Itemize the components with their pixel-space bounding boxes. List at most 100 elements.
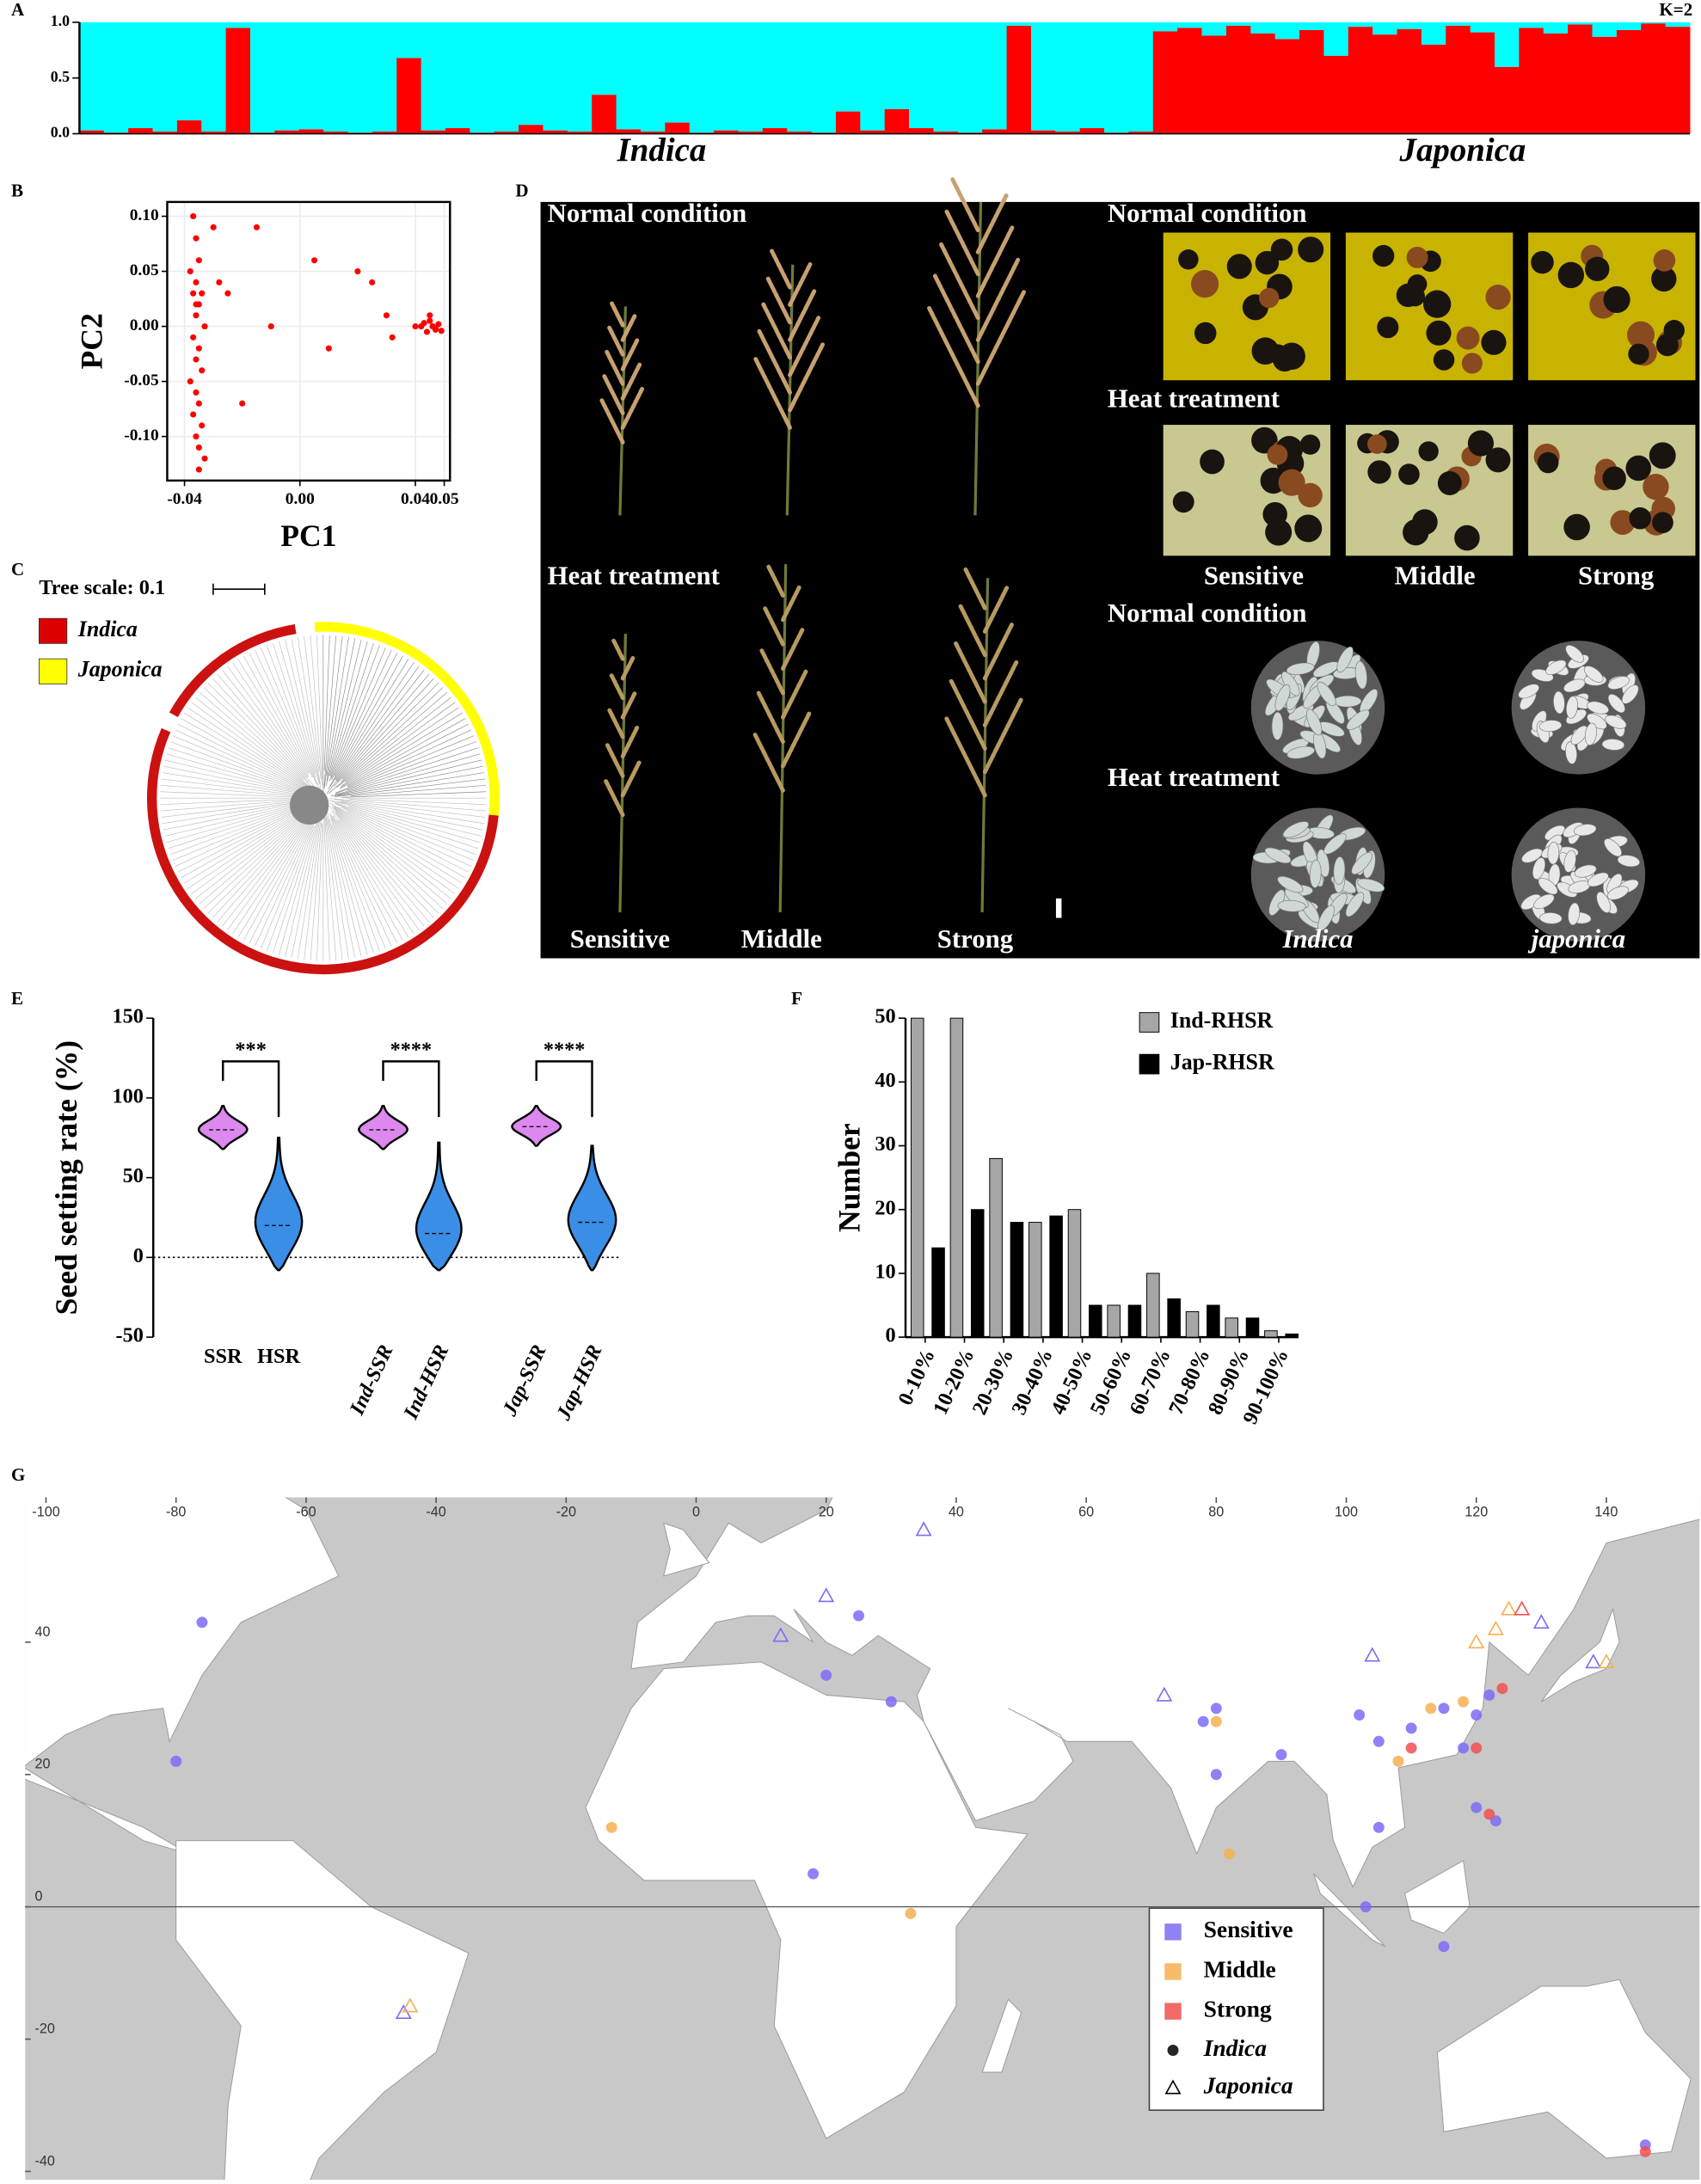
tree-branch xyxy=(232,820,309,934)
tree-branch xyxy=(342,682,439,779)
bar-segment xyxy=(396,58,422,134)
point xyxy=(421,320,427,327)
bar-segment xyxy=(714,130,739,134)
tree-branch xyxy=(177,723,319,796)
tree-branch xyxy=(347,723,469,787)
tree-branch xyxy=(347,747,479,791)
tree-branch xyxy=(331,649,392,781)
tree-branch xyxy=(326,636,349,776)
y-tick-label: 0.0 xyxy=(51,124,70,141)
tree-branch xyxy=(249,653,313,778)
bar-segment xyxy=(1177,21,1203,28)
grain xyxy=(1518,684,1539,699)
bar-segment xyxy=(1323,55,1349,134)
tree-branch xyxy=(339,718,466,789)
grain xyxy=(1346,709,1370,730)
bar xyxy=(1049,1215,1063,1338)
x-tick-label: 120 xyxy=(1465,1504,1488,1519)
point xyxy=(193,389,200,396)
x-tick-label: Jap-SSR xyxy=(498,1341,551,1420)
bar-segment xyxy=(1152,31,1178,134)
pollen-grain xyxy=(1461,353,1483,374)
map-point xyxy=(1471,1801,1483,1813)
tree-branch xyxy=(329,802,459,889)
point xyxy=(199,422,206,429)
bar-segment xyxy=(738,131,764,134)
bar-segment xyxy=(665,21,691,123)
map-point xyxy=(1487,1620,1504,1635)
tree-branch xyxy=(181,718,304,788)
bar xyxy=(1127,1304,1142,1338)
legend-label: Indica xyxy=(77,617,138,641)
map-point xyxy=(1483,1808,1495,1820)
pollen-grain xyxy=(1194,322,1217,345)
x-tick-label: 0.00 xyxy=(286,490,315,508)
bar-segment xyxy=(347,21,373,133)
grain xyxy=(1574,864,1597,878)
grain xyxy=(1354,660,1367,690)
bar xyxy=(1285,1333,1299,1338)
tree-branch xyxy=(172,806,304,862)
map-point xyxy=(196,1617,208,1629)
grain xyxy=(1351,851,1372,875)
grain xyxy=(1274,684,1291,711)
grain xyxy=(1277,899,1306,912)
tree-branch xyxy=(341,801,485,825)
tree-branch xyxy=(335,802,475,862)
point xyxy=(311,257,318,264)
tree-branch xyxy=(331,811,415,934)
tree-branch xyxy=(341,807,469,873)
bar-segment xyxy=(762,21,788,129)
tree-branch xyxy=(323,635,330,771)
point xyxy=(239,400,246,407)
bar-segment xyxy=(445,21,470,129)
point xyxy=(199,290,206,297)
tree-branch xyxy=(338,819,420,930)
point xyxy=(193,279,200,285)
bar xyxy=(1146,1273,1160,1338)
significance-bracket xyxy=(382,1060,440,1118)
bar-segment xyxy=(274,21,300,131)
grain xyxy=(1565,741,1577,764)
pollen-grain xyxy=(1625,455,1652,482)
x-tick-label: 140 xyxy=(1594,1504,1618,1519)
panicle-branch xyxy=(752,733,785,793)
tree-branch xyxy=(163,765,296,794)
tree-branch xyxy=(232,662,310,777)
tree-branch xyxy=(212,817,305,918)
bar-segment xyxy=(1225,25,1251,134)
tree-branch xyxy=(285,639,322,788)
tree-branch xyxy=(331,807,439,914)
panicle-branch xyxy=(950,177,980,233)
map-point xyxy=(1483,1689,1495,1701)
group-label: Japonica xyxy=(1399,132,1526,169)
map-point xyxy=(915,1521,932,1537)
tree-branch xyxy=(163,802,298,831)
panicle-branch xyxy=(752,355,792,430)
bar-segment xyxy=(762,128,788,134)
map-point xyxy=(1438,1941,1450,1953)
grain xyxy=(1606,886,1629,900)
point xyxy=(216,279,223,285)
tree-ring xyxy=(169,623,297,717)
tree-branch xyxy=(168,806,298,850)
tree-branch xyxy=(333,815,403,941)
bar-segment xyxy=(1104,21,1129,133)
bar-segment xyxy=(176,120,202,134)
photo-label: Middle xyxy=(741,924,822,954)
bar xyxy=(1089,1304,1102,1338)
y-tick-label: 0.05 xyxy=(130,261,159,279)
tree-branch xyxy=(332,815,398,944)
violin xyxy=(415,1141,463,1272)
y-tick-label: 30 xyxy=(875,1132,895,1156)
tree-scale-label: Tree scale: 0.1 xyxy=(39,576,165,599)
bar-segment xyxy=(933,131,959,134)
pollen-grain xyxy=(1294,514,1323,543)
tree-branch xyxy=(304,635,322,781)
map-point xyxy=(170,1755,182,1767)
y-axis-title: Number xyxy=(832,1123,867,1232)
pollen-grain xyxy=(1298,482,1323,508)
bar-segment xyxy=(957,21,983,133)
y-tick-label: -40 xyxy=(35,2153,55,2169)
